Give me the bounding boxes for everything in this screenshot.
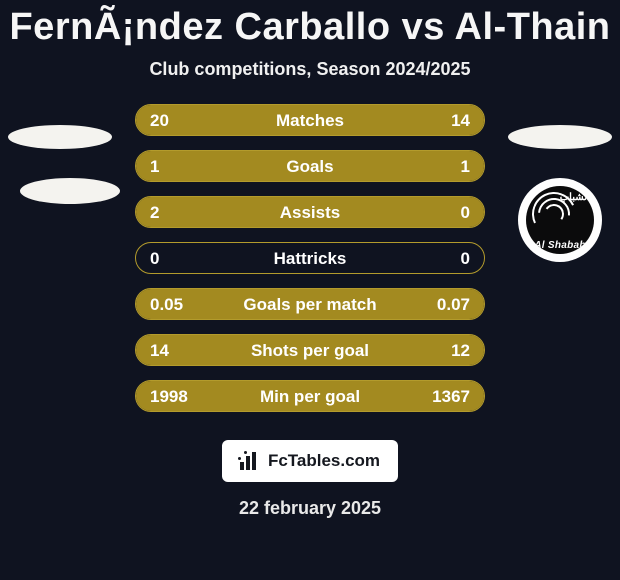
stat-row: 20Matches14 bbox=[135, 104, 485, 136]
club-name-english: Al Shabab bbox=[526, 240, 594, 251]
stat-value-right: 0 bbox=[461, 197, 470, 229]
brand-bars-icon bbox=[240, 452, 262, 470]
page-subtitle: Club competitions, Season 2024/2025 bbox=[0, 59, 620, 80]
stat-value-right: 0.07 bbox=[437, 289, 470, 321]
left-team-badge-1 bbox=[8, 125, 112, 149]
stat-label: Goals per match bbox=[136, 289, 484, 321]
brand-pill[interactable]: FcTables.com bbox=[222, 440, 398, 482]
stat-label: Assists bbox=[136, 197, 484, 229]
stat-value-right: 1367 bbox=[432, 381, 470, 413]
left-team-badge-2 bbox=[20, 178, 120, 204]
stat-row: 2Assists0 bbox=[135, 196, 485, 228]
club-logo-inner: الشباب Al Shabab bbox=[526, 186, 594, 254]
stat-value-right: 12 bbox=[451, 335, 470, 367]
footer-date: 22 february 2025 bbox=[0, 498, 620, 519]
stat-row: 1998Min per goal1367 bbox=[135, 380, 485, 412]
brand-text: FcTables.com bbox=[268, 451, 380, 471]
stat-row: 14Shots per goal12 bbox=[135, 334, 485, 366]
stat-row: 0.05Goals per match0.07 bbox=[135, 288, 485, 320]
club-name-arabic: الشباب bbox=[560, 192, 590, 203]
stat-row: 0Hattricks0 bbox=[135, 242, 485, 274]
page-title: FernÃ¡ndez Carballo vs Al-Thain bbox=[0, 0, 620, 49]
stat-label: Shots per goal bbox=[136, 335, 484, 367]
stats-rows: 20Matches141Goals12Assists00Hattricks00.… bbox=[0, 104, 620, 412]
stat-label: Matches bbox=[136, 105, 484, 137]
comparison-card: FernÃ¡ndez Carballo vs Al-Thain Club com… bbox=[0, 0, 620, 580]
stat-label: Goals bbox=[136, 151, 484, 183]
stat-value-right: 0 bbox=[461, 243, 470, 275]
stat-label: Hattricks bbox=[136, 243, 484, 275]
right-team-badge-1 bbox=[508, 125, 612, 149]
right-club-logo: الشباب Al Shabab bbox=[518, 178, 602, 262]
stat-value-right: 14 bbox=[451, 105, 470, 137]
stat-value-right: 1 bbox=[461, 151, 470, 183]
stat-row: 1Goals1 bbox=[135, 150, 485, 182]
